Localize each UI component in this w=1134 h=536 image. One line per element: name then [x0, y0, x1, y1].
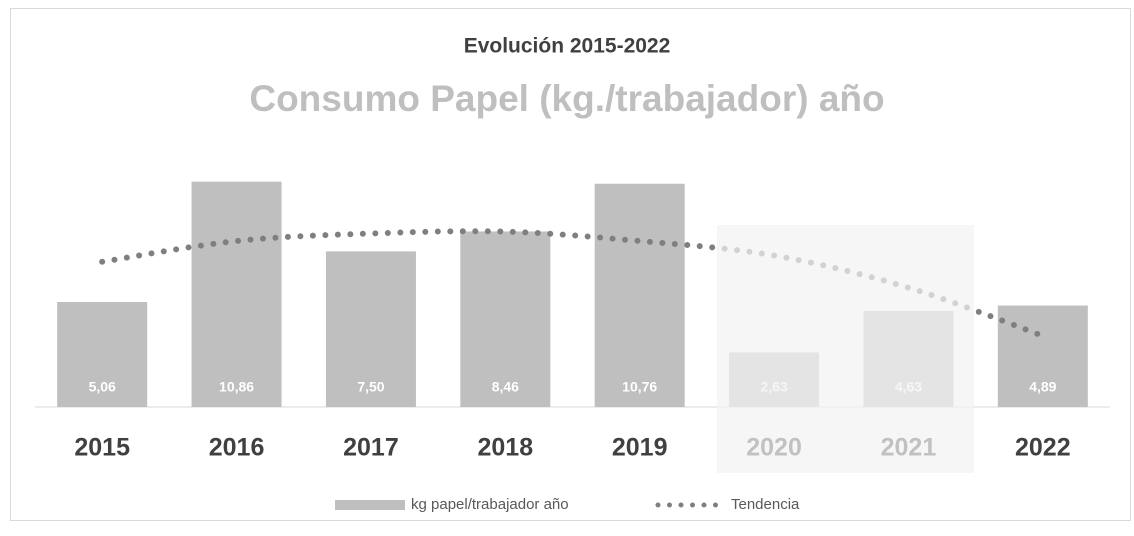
legend: kg papel/trabajador año Tendencia — [335, 496, 800, 513]
bar — [460, 231, 551, 407]
value-label: 8,46 — [492, 379, 519, 395]
highlight-box — [717, 225, 974, 473]
legend-swatch — [335, 500, 405, 510]
legend-label: kg papel/trabajador año — [411, 496, 569, 513]
x-tick-label: 2018 — [478, 434, 534, 462]
chart-subtitle: Consumo Papel (kg./trabajador) año — [249, 78, 884, 119]
value-label: 5,06 — [89, 379, 116, 395]
x-tick-label: 2015 — [74, 434, 130, 462]
x-tick-label: 2017 — [343, 434, 399, 462]
value-label: 7,50 — [357, 379, 384, 395]
x-tick-label: 2022 — [1015, 434, 1071, 462]
value-label: 10,76 — [622, 379, 657, 395]
x-tick-label: 2016 — [209, 434, 265, 462]
bar — [191, 181, 282, 407]
bar — [325, 251, 416, 407]
plot-area: 5,0610,867,508,4610,762,634,634,89201520… — [35, 181, 1110, 462]
value-label: 4,89 — [1029, 379, 1056, 395]
value-label: 10,86 — [219, 379, 254, 395]
bar — [594, 183, 685, 407]
bar — [57, 302, 148, 407]
x-tick-label: 2019 — [612, 434, 668, 462]
chart-title: Evolución 2015-2022 — [464, 35, 671, 58]
legend-label: Tendencia — [731, 496, 800, 513]
